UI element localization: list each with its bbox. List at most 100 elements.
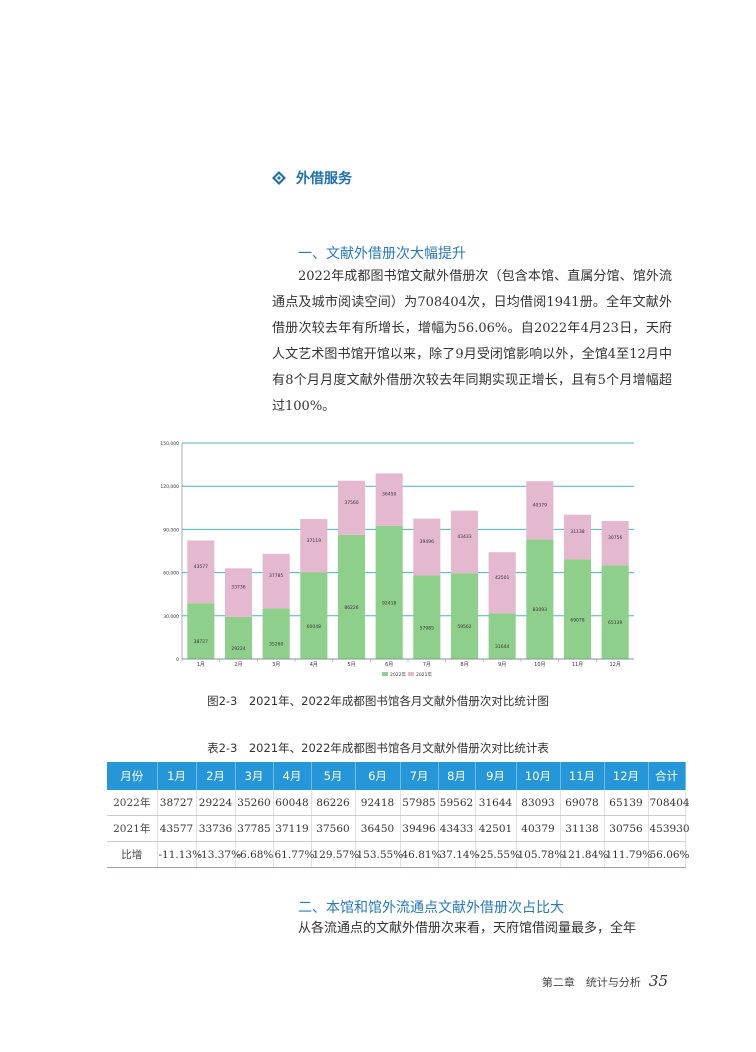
data-label-2022: 86226 xyxy=(344,605,358,611)
table-cell: 37119 xyxy=(273,815,312,842)
diamond-bullet-icon xyxy=(272,171,286,185)
table-row: 2021年 43577 33736 37785 37119 37560 36450 39496… xyxy=(107,815,690,842)
table-cell: -11.13% xyxy=(157,841,202,868)
table-header-cell: 7月 xyxy=(400,762,439,790)
table-header-cell: 1月 xyxy=(157,762,197,790)
data-label-2022: 35260 xyxy=(269,642,283,648)
data-table: 月份 1月 2月 3月 4月 5月 6月 7月 8月 9月 10月 11月 12月 合计 2022年 387… xyxy=(107,762,690,868)
table-header-cell: 4月 xyxy=(273,762,312,790)
x-tick-label: 1月 xyxy=(197,662,205,668)
bar-2021 xyxy=(262,553,290,609)
x-tick-label: 3月 xyxy=(272,662,280,668)
bar-2022 xyxy=(187,603,215,659)
table-cell: 31138 xyxy=(560,815,605,842)
table-header-cell: 合计 xyxy=(648,762,686,790)
x-tick-label: 8月 xyxy=(460,662,468,668)
bar-2021 xyxy=(300,519,328,573)
table-cell: 29224 xyxy=(196,790,236,816)
figure-caption: 图2-3 2021年、2022年成都图书馆各月文献外借册次对比统计图 xyxy=(207,694,549,708)
table-row: 2022年 38727 29224 35260 60048 86226 92418 57985… xyxy=(107,790,690,816)
bar-2022 xyxy=(601,565,629,659)
page-number: 35 xyxy=(648,972,668,990)
table-cell: 65139 xyxy=(604,790,649,816)
table-row-label: 2022年 xyxy=(107,790,158,816)
table-cell: 40379 xyxy=(516,815,561,842)
page-footer: 第二章 统计与分析 35 xyxy=(542,972,668,990)
y-tick-label: 0 xyxy=(176,657,179,663)
table-cell: 56.06% xyxy=(648,841,690,868)
table-cell: 43577 xyxy=(157,815,197,842)
table-cell: 35260 xyxy=(235,790,274,816)
table-row-label: 2021年 xyxy=(107,815,158,842)
data-label-2021: 40379 xyxy=(533,502,547,508)
data-label-2021: 43433 xyxy=(457,534,471,540)
data-label-2022: 83093 xyxy=(533,607,547,613)
table-header-cell: 10月 xyxy=(516,762,561,790)
paragraph-2: 从各流通点的文献外借册次来看，天府馆借阅量最多，全年 xyxy=(272,916,672,942)
data-label-2022: 65139 xyxy=(608,620,622,626)
table-cell: 46.81% xyxy=(400,841,442,868)
data-label-2022: 69078 xyxy=(570,617,584,623)
bar-2022 xyxy=(262,608,290,659)
legend-swatch-2022 xyxy=(382,672,388,676)
data-label-2021: 30756 xyxy=(608,535,622,541)
table-header-row: 月份 1月 2月 3月 4月 5月 6月 7月 8月 9月 10月 11月 12月 合计 xyxy=(107,762,686,790)
table-cell: 61.77% xyxy=(273,841,315,868)
table-cell: -25.55% xyxy=(475,841,520,868)
legend-label-2022: 2022年 xyxy=(390,671,406,678)
table-header-cell: 6月 xyxy=(355,762,401,790)
table-cell: 31644 xyxy=(475,790,517,816)
table-header-cell: 月份 xyxy=(107,762,158,790)
x-tick-label: 9月 xyxy=(498,662,506,668)
data-label-2021: 39496 xyxy=(420,539,434,545)
y-tick-label: 150,000 xyxy=(160,441,179,447)
bar-2021 xyxy=(450,510,479,574)
table-cell: 105.78% xyxy=(516,841,564,868)
table-row-label: 比增 xyxy=(107,841,158,868)
x-tick-label: 5月 xyxy=(347,662,355,668)
table-cell: 86226 xyxy=(311,790,356,816)
table-cell: 42501 xyxy=(475,815,517,842)
y-tick-label: 90,000 xyxy=(163,527,179,533)
table-cell: 39496 xyxy=(400,815,439,842)
table-cell: 83093 xyxy=(516,790,561,816)
table-header-cell: 11月 xyxy=(560,762,605,790)
section-title: 外借服务 xyxy=(296,171,352,187)
data-label-2021: 36450 xyxy=(382,492,396,498)
table-cell: 121.84% xyxy=(560,841,608,868)
bar-2022 xyxy=(488,613,516,659)
bar-2021 xyxy=(187,540,215,604)
table-caption: 表2-3 2021年、2022年成都图书馆各月文献外借册次对比统计表 xyxy=(207,741,549,755)
data-label-2021: 37119 xyxy=(307,538,321,544)
y-tick-label: 120,000 xyxy=(160,484,179,490)
bar-2022 xyxy=(563,559,592,659)
legend-swatch-2021 xyxy=(408,672,414,676)
table-cell: -6.68% xyxy=(235,841,274,868)
table-cell: 129.57% xyxy=(311,841,359,868)
bar-2022 xyxy=(375,525,403,659)
table-cell: 37.14% xyxy=(438,841,480,868)
table-cell: 38727 xyxy=(157,790,197,816)
data-label-2022: 92418 xyxy=(382,600,396,606)
data-label-2021: 33736 xyxy=(231,585,245,591)
data-label-2022: 59562 xyxy=(457,624,471,630)
table-cell: -13.37% xyxy=(196,841,241,868)
subsection-heading-2: 二、本馆和馆外流通点文献外借册次占比大 xyxy=(298,900,564,916)
subsection-heading-1: 一、文献外借册次大幅提升 xyxy=(298,246,466,262)
table-cell: 59562 xyxy=(438,790,476,816)
y-tick-label: 60,000 xyxy=(163,571,179,577)
table-cell: 43433 xyxy=(438,815,476,842)
x-tick-label: 2月 xyxy=(234,662,242,668)
x-tick-label: 12月 xyxy=(609,662,620,668)
paragraph-2-text: 从各流通点的文献外借册次来看，天府馆借阅量最多，全年 xyxy=(298,921,637,936)
data-label-2021: 31138 xyxy=(570,529,584,535)
table-cell: 33736 xyxy=(196,815,236,842)
table-header-cell: 12月 xyxy=(604,762,649,790)
bar-2022 xyxy=(526,539,554,659)
data-label-2021: 42501 xyxy=(495,575,509,581)
bar-2021 xyxy=(224,568,253,617)
bar-2021 xyxy=(413,518,441,576)
table-cell: 36450 xyxy=(355,815,401,842)
table-cell: 30756 xyxy=(604,815,649,842)
x-tick-label: 4月 xyxy=(310,662,318,668)
